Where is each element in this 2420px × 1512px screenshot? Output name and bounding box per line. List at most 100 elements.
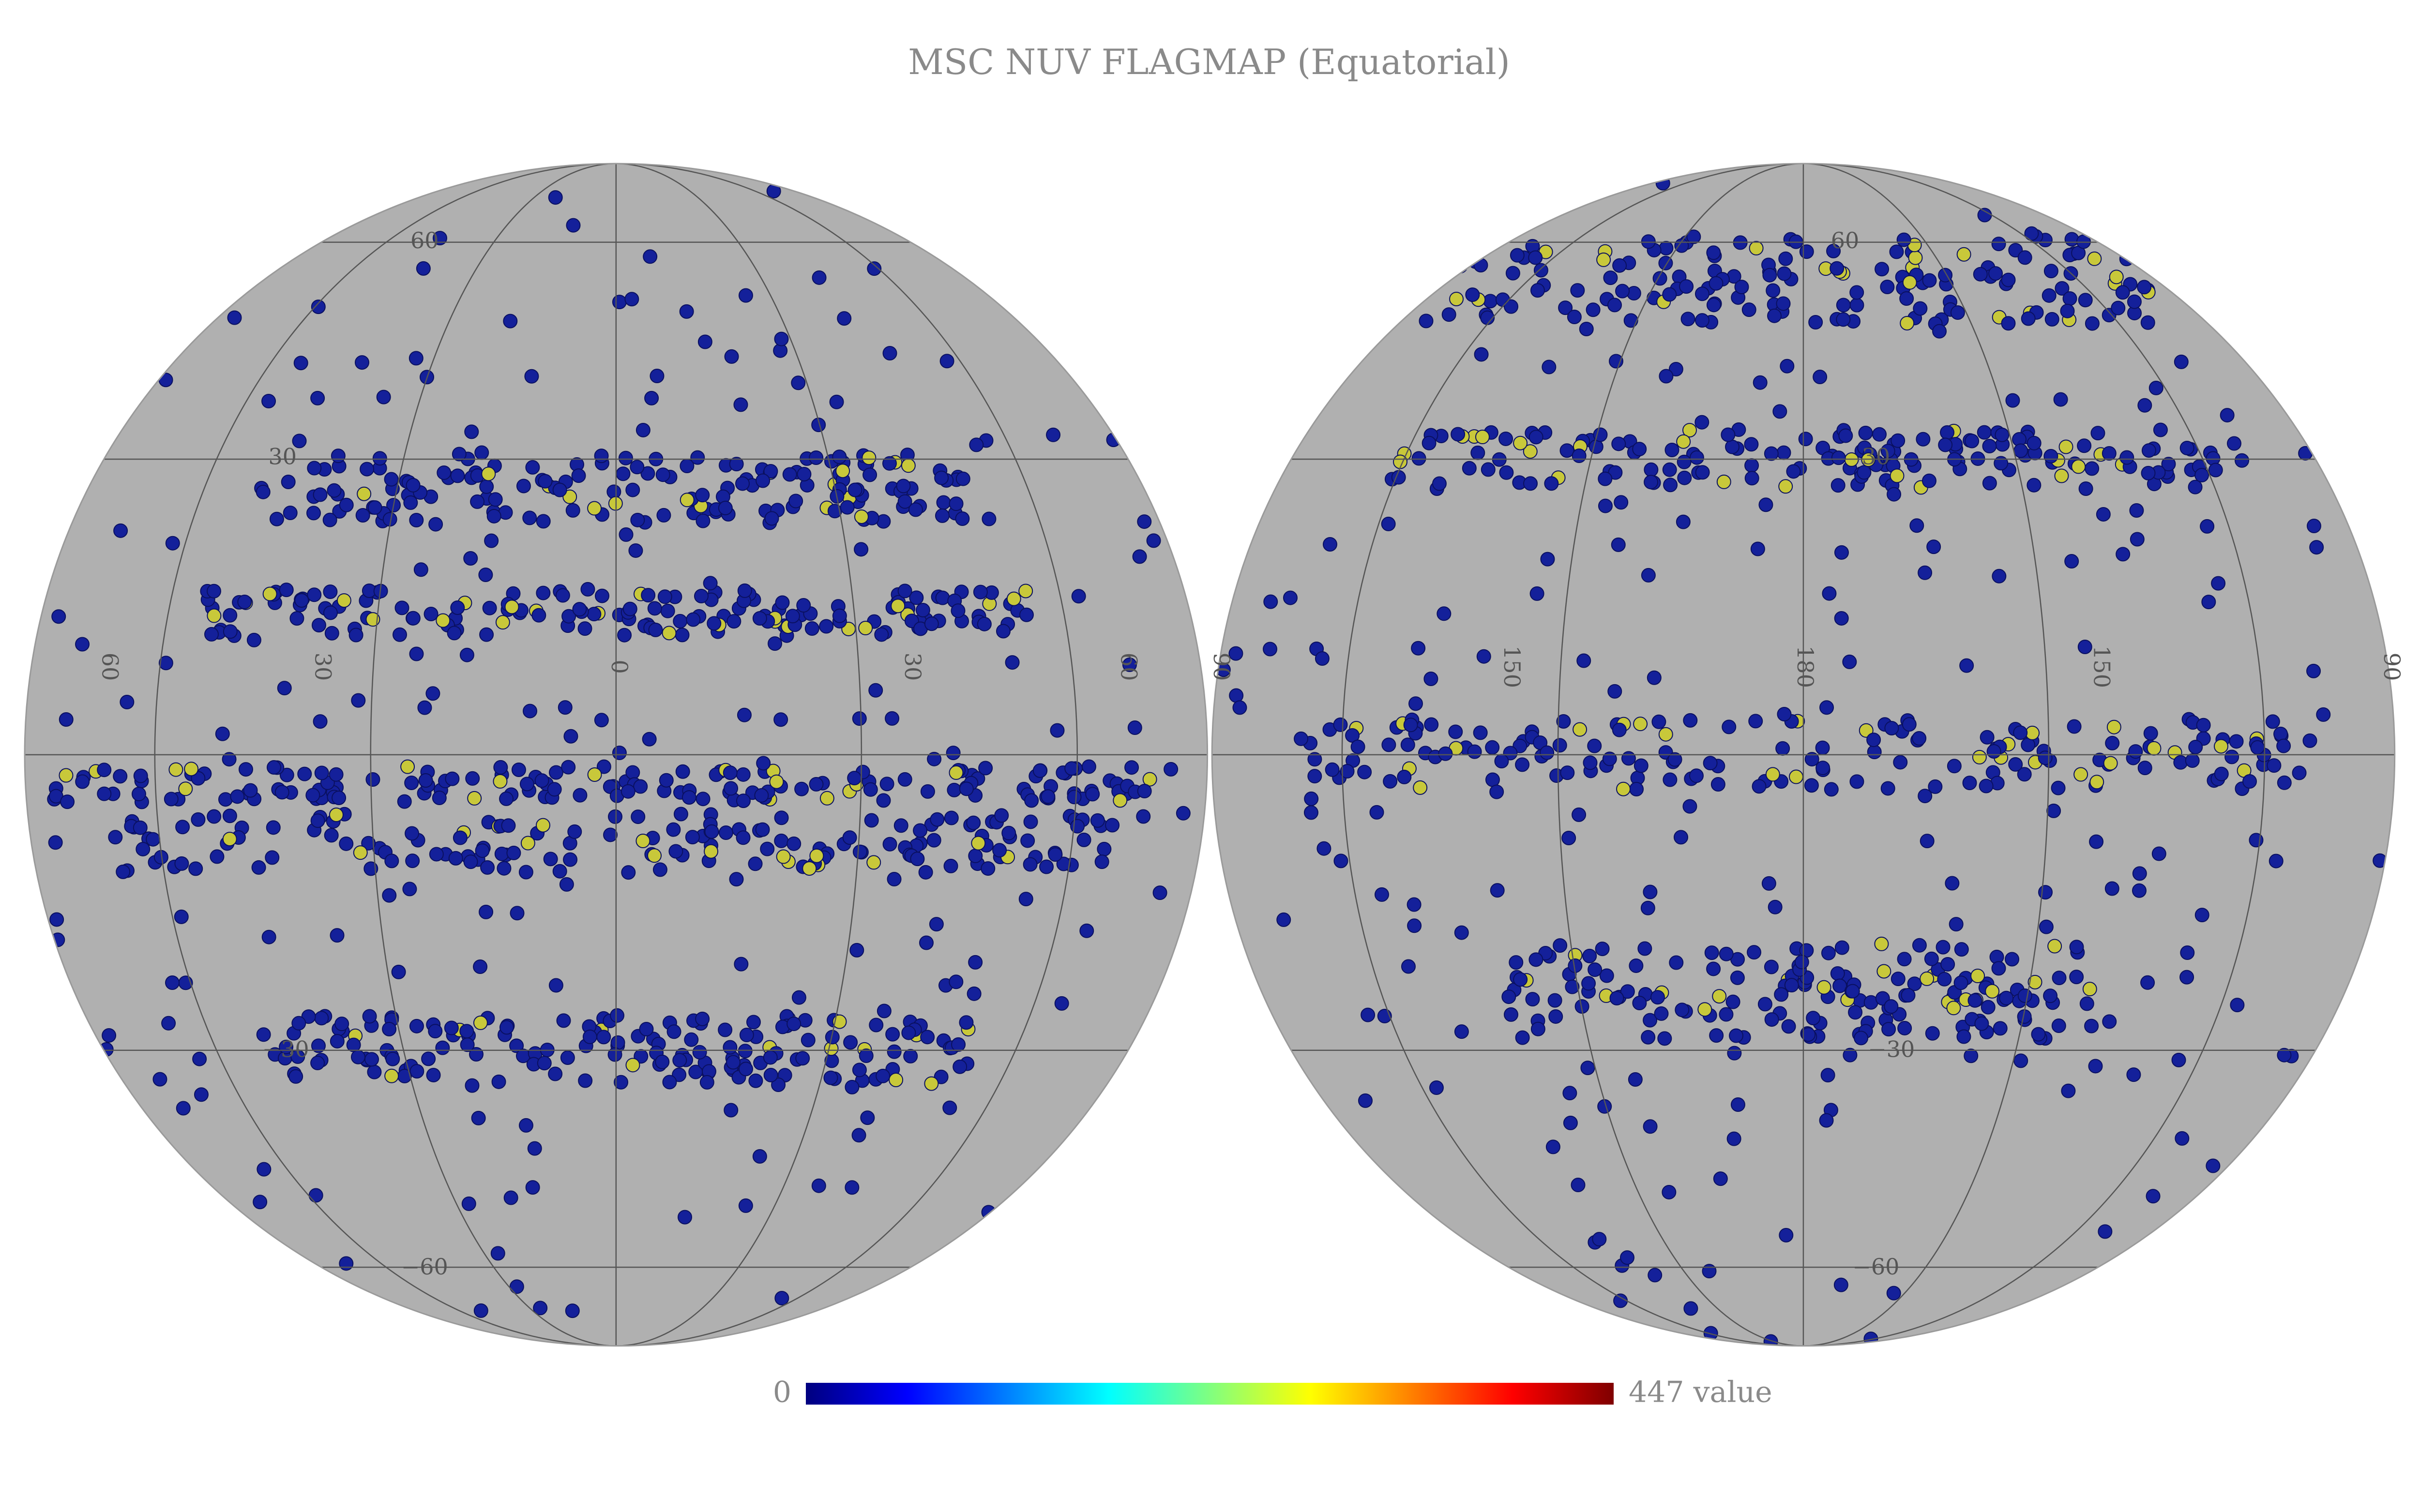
source-dot — [1857, 465, 1872, 480]
source-dot — [1599, 968, 1614, 983]
source-dot — [277, 681, 292, 696]
source-dot — [465, 771, 480, 786]
source-dot — [1876, 964, 1891, 979]
source-dot — [524, 369, 539, 384]
source-dot — [2171, 1052, 2186, 1067]
source-dot — [703, 576, 718, 591]
source-dot — [1146, 533, 1161, 548]
source-dot — [1977, 425, 1992, 440]
source-dot — [2226, 436, 2241, 451]
source-dot — [1667, 752, 1682, 767]
source-dot — [897, 772, 912, 787]
source-dot — [868, 683, 883, 698]
source-dot — [1657, 1031, 1672, 1046]
source-dot — [754, 788, 769, 803]
source-dot — [1706, 961, 1721, 976]
source-dot — [1525, 992, 1540, 1007]
source-dot — [1588, 439, 1603, 454]
source-dot — [1429, 1080, 1444, 1095]
source-dot — [1991, 961, 2006, 976]
source-dot — [959, 781, 974, 796]
source-dot — [845, 1180, 860, 1195]
source-dot — [939, 354, 954, 369]
source-dot — [1662, 1184, 1677, 1199]
source-dot — [1909, 518, 1924, 533]
source-dot — [1689, 768, 1704, 783]
source-dot — [1438, 746, 1453, 761]
source-dot — [1381, 737, 1396, 752]
source-dot — [2292, 765, 2307, 780]
source-dot — [556, 1013, 571, 1028]
source-dot — [324, 828, 339, 843]
source-dot — [1725, 994, 1740, 1009]
source-dot — [686, 612, 701, 627]
source-dot — [596, 759, 611, 774]
source-dot — [2208, 463, 2223, 478]
source-dot — [1907, 976, 1922, 991]
source-dot — [1887, 487, 1902, 502]
source-dot — [1294, 731, 1309, 746]
source-dot — [1798, 432, 1813, 447]
source-dot — [786, 1017, 802, 1032]
source-dot — [60, 794, 75, 809]
source-dot — [1498, 431, 1513, 446]
source-dot — [1748, 714, 1763, 729]
source-dot — [847, 482, 862, 497]
source-dot — [2096, 507, 2111, 522]
source-dot — [463, 854, 478, 869]
source-dot — [752, 611, 767, 626]
source-dot — [885, 1027, 900, 1042]
source-dot — [2185, 753, 2200, 768]
source-dot — [1946, 1001, 1961, 1016]
source-dot — [1956, 1029, 1971, 1044]
source-dot — [408, 351, 424, 366]
source-dot — [862, 467, 877, 482]
source-dot — [307, 587, 322, 602]
source-dot — [536, 585, 551, 600]
source-dot — [625, 765, 640, 780]
source-dot — [1830, 966, 1845, 981]
source-dot — [578, 1073, 593, 1088]
source-dot — [561, 760, 576, 775]
source-dot — [811, 418, 826, 433]
source-dot — [1845, 984, 1860, 999]
source-dot — [552, 482, 567, 497]
source-dot — [452, 447, 467, 462]
source-dot — [1325, 762, 1340, 777]
source-dot — [2196, 718, 2211, 733]
source-dot — [1381, 516, 1396, 531]
source-dot — [2046, 803, 2061, 818]
source-dot — [1764, 1012, 1779, 1027]
source-dot — [116, 864, 131, 879]
source-dot — [2201, 595, 2216, 610]
source-dot — [1407, 918, 1422, 933]
lon-label: 0 — [606, 659, 633, 674]
source-dot — [178, 781, 193, 796]
source-dot — [385, 1051, 400, 1066]
source-dot — [547, 782, 562, 797]
source-dot — [432, 791, 447, 806]
source-dot — [1023, 814, 1038, 829]
source-dot — [2148, 380, 2163, 395]
source-dot — [1662, 462, 1677, 477]
source-dot — [1721, 427, 1736, 442]
source-dot — [549, 765, 564, 780]
source-dot — [1076, 832, 1091, 847]
source-dot — [1993, 1021, 2008, 1036]
source-dot — [1602, 751, 1617, 766]
source-dot — [1949, 917, 1964, 932]
source-dot — [1304, 791, 1319, 806]
source-dot — [804, 621, 819, 636]
source-dot — [640, 466, 655, 481]
lat-label: −60 — [1852, 1254, 1899, 1280]
source-dot — [1734, 280, 1749, 295]
source-dot — [488, 492, 503, 507]
source-dot — [1777, 707, 1792, 722]
source-dot — [655, 1054, 670, 1069]
source-dot — [1702, 1264, 1717, 1279]
source-dot — [2098, 1224, 2113, 1239]
source-dot — [756, 756, 771, 771]
source-dot — [2021, 311, 2036, 326]
source-dot — [207, 584, 222, 599]
source-dot — [852, 711, 867, 726]
